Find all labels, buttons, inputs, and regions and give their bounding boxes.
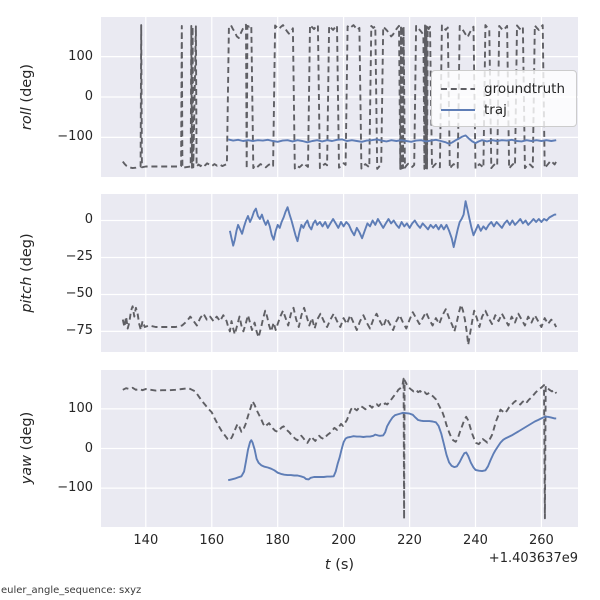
pitch-subplot	[101, 194, 578, 352]
x-tick-label: 220	[397, 533, 422, 548]
x-tick-label: 180	[265, 533, 291, 548]
roll-ytick-label: 100	[68, 48, 93, 64]
yaw-ytick-label: −100	[57, 480, 93, 496]
x-tick-label: 260	[528, 533, 554, 548]
x-axis-label: t (s)	[101, 557, 578, 573]
roll-plot	[101, 17, 578, 177]
yaw-plot	[101, 370, 578, 527]
groundtruth-line-sample	[441, 87, 475, 90]
traj-line-sample	[441, 108, 475, 111]
pitch-ytick-label: −25	[65, 249, 93, 265]
roll-axis-var: roll	[19, 107, 35, 131]
yaw-subplot	[101, 370, 578, 527]
euler-sequence-note: euler_angle_sequence: sxyz	[1, 585, 142, 596]
x-axis-offset-text: +1.403637e9	[488, 551, 578, 566]
roll-ytick-label: 0	[84, 89, 93, 104]
x-tick-label: 200	[331, 533, 357, 548]
x-axis-unit: (s)	[330, 557, 355, 573]
pitch-ytick-label: 0	[84, 212, 93, 228]
legend-label-traj: traj	[484, 101, 507, 118]
legend-entry-traj: traj	[441, 99, 567, 120]
legend-entry-groundtruth: groundtruth	[441, 78, 567, 99]
x-tick-label: 160	[199, 533, 225, 548]
x-tick-label: 140	[133, 533, 159, 548]
yaw-ytick-label: 0	[84, 440, 93, 456]
pitch-ytick-label: −75	[65, 323, 93, 339]
x-axis-var: t	[324, 557, 331, 573]
pitch-plot	[101, 194, 578, 352]
yaw-ytick-label: 100	[68, 400, 93, 416]
pitch-ytick-label: −50	[65, 286, 93, 302]
x-tick-label: 240	[463, 533, 488, 548]
legend-label-groundtruth: groundtruth	[484, 80, 566, 97]
roll-ytick-label: −100	[57, 129, 93, 145]
legend: groundtruth traj	[431, 70, 577, 127]
